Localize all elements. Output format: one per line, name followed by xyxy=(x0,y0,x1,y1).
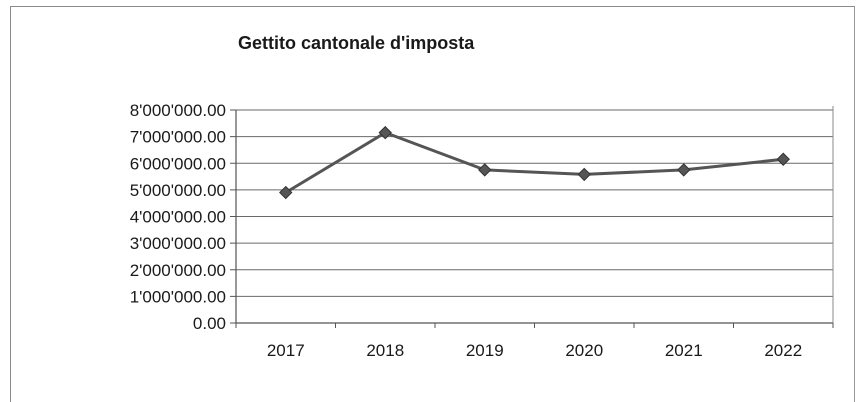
y-tick-labels: 0.00 1'000'000.00 2'000'000.00 3'000'000.00… xyxy=(130,101,226,333)
y-tick-label: 5'000'000.00 xyxy=(130,181,226,200)
y-tick-label: 0.00 xyxy=(193,314,226,333)
x-tick-label: 2018 xyxy=(366,341,404,360)
x-tick-label: 2019 xyxy=(466,341,504,360)
x-tick-label: 2022 xyxy=(764,341,802,360)
x-tick-label: 2017 xyxy=(267,341,305,360)
y-tick-label: 3'000'000.00 xyxy=(130,234,226,253)
axes xyxy=(230,106,834,328)
y-tick-label: 7'000'000.00 xyxy=(130,128,226,147)
y-tick-label: 1'000'000.00 xyxy=(130,287,226,306)
y-tick-label: 6'000'000.00 xyxy=(130,154,226,173)
chart-title: Gettito cantonale d'imposta xyxy=(238,33,475,53)
y-tick-label: 8'000'000.00 xyxy=(130,101,226,120)
x-tick-label: 2020 xyxy=(565,341,603,360)
data-point-marker xyxy=(478,163,492,177)
data-point-marker xyxy=(677,163,691,177)
y-tick-label: 4'000'000.00 xyxy=(130,208,226,227)
x-tick-labels: 2017 2018 2019 2020 2021 2022 xyxy=(267,341,802,360)
x-tick-label: 2021 xyxy=(665,341,703,360)
chart-frame xyxy=(10,6,855,402)
y-tick-label: 2'000'000.00 xyxy=(130,261,226,280)
data-point-marker xyxy=(279,185,293,200)
series-line xyxy=(285,131,784,194)
data-point-marker xyxy=(577,167,591,182)
series-layer xyxy=(279,125,790,200)
gridlines xyxy=(236,109,833,297)
data-point-marker xyxy=(776,152,790,166)
data-point-marker xyxy=(378,125,392,140)
